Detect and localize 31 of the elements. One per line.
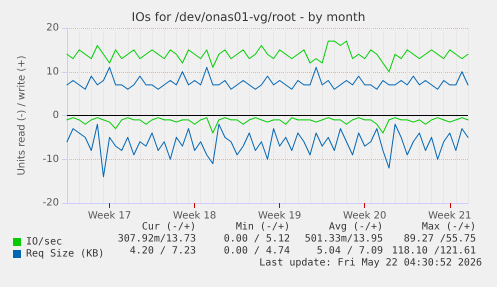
- text: Last update: Fri May 22 04:30:52 2026: [259, 258, 482, 268]
- line-series: [66, 124, 468, 178]
- text: 4.20 / 7.23: [130, 246, 196, 256]
- y-tick-label: -10: [42, 154, 59, 165]
- text: 89.27 /55.75: [404, 234, 476, 244]
- line-series: [66, 66, 468, 90]
- text: 501.33m/13.95: [304, 234, 383, 244]
- text: Min (-/+): [236, 222, 290, 232]
- text: 307.92m/13.73: [118, 234, 196, 244]
- text: 118.10 /121.61: [392, 246, 476, 256]
- y-axis-title: Units read (-) / write (+): [16, 55, 28, 176]
- chart-title: IOs for /dev/onas01-vg/root - by month: [132, 10, 366, 24]
- y-tick-label: 10: [46, 66, 59, 78]
- x-tick-label: Week 19: [258, 210, 302, 222]
- text: Avg (-/+): [328, 222, 383, 232]
- text: 0.00 / 5.12: [224, 234, 290, 244]
- text: Cur (-/+): [142, 222, 196, 232]
- x-tick-label: Week 20: [343, 210, 386, 222]
- text: 0.00 / 4.74: [224, 246, 290, 256]
- x-tick-label: Week 17: [88, 210, 132, 222]
- y-tick-label: -20: [42, 198, 59, 208]
- line-series: [66, 40, 468, 72]
- legend-label: IO/sec: [26, 236, 62, 248]
- line-series: [66, 117, 468, 134]
- legend-label: Req Size (KB): [26, 248, 104, 260]
- y-tick-label: 20: [46, 22, 59, 34]
- x-tick-label: Week 21: [428, 210, 472, 222]
- y-tick-label: 0: [52, 110, 59, 121]
- text: Max (-/+): [422, 222, 476, 232]
- text: 5.04 / 7.09: [316, 246, 383, 256]
- x-tick-label: Week 18: [172, 210, 216, 222]
